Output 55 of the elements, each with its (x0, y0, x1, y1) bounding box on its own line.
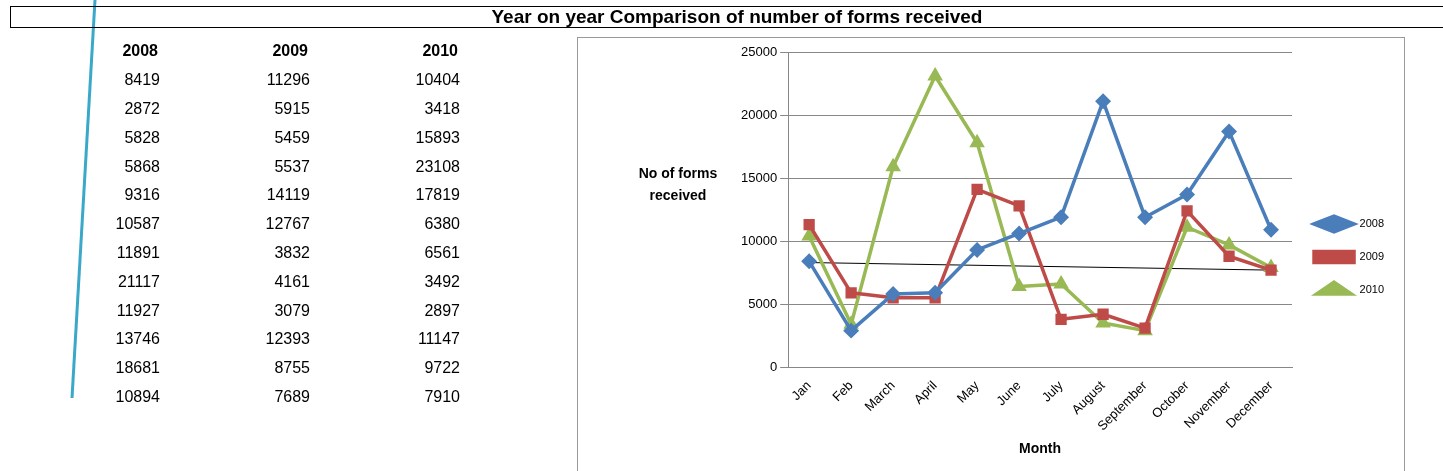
text: 10894 (114, 386, 160, 407)
text: 8755 (273, 358, 310, 379)
text: 18681 (114, 358, 160, 379)
text: 7910 (423, 386, 460, 407)
text: 15893 (414, 127, 460, 148)
text: 14119 (265, 185, 310, 206)
y-tick-label: 5000 (748, 295, 778, 311)
text: 6380 (423, 214, 460, 235)
text: 12767 (264, 214, 310, 235)
text: 11147 (416, 329, 460, 350)
y-axis-title: No of forms received (637, 164, 719, 205)
text: 8419 (123, 70, 160, 91)
text: 2897 (423, 300, 460, 321)
text: 11891 (115, 242, 160, 263)
text: 9722 (423, 358, 460, 379)
text: 17819 (414, 185, 460, 206)
legend-label: 2010 (1359, 283, 1385, 296)
text: 13746 (114, 329, 160, 350)
category-label: 2008 (121, 41, 159, 62)
text: 3832 (273, 242, 310, 263)
text: 11927 (115, 300, 160, 321)
y-tick-label: 0 (769, 358, 778, 374)
text: 3418 (423, 99, 460, 119)
text: 23108 (414, 156, 460, 177)
text: 5459 (273, 127, 310, 148)
x-tick-label: Jan (788, 377, 814, 404)
y-tick-label: 10000 (740, 232, 778, 248)
text: 5537 (273, 156, 310, 177)
category-label: 2010 (421, 41, 459, 62)
text: 5868 (123, 156, 160, 177)
text: 4161 (273, 271, 310, 292)
text: 6561 (423, 242, 460, 263)
text: 3079 (273, 300, 310, 321)
y-tick-label: 20000 (740, 106, 778, 122)
y-tick-label: 15000 (740, 169, 778, 185)
category-label: 2009 (271, 41, 309, 62)
x-tick-label: May (953, 377, 983, 406)
legend-label: 2009 (1359, 250, 1385, 263)
text: 11296 (265, 70, 310, 91)
text: 10404 (414, 70, 460, 91)
text: 10587 (114, 214, 160, 235)
text: 3492 (423, 271, 460, 292)
text: 9316 (123, 185, 160, 206)
x-axis-title: Month (1019, 440, 1062, 457)
text: 21117 (116, 271, 160, 292)
y-tick-label: 25000 (740, 43, 778, 59)
text: 2872 (123, 99, 160, 119)
legend-label: 2008 (1359, 217, 1385, 230)
x-tick-label: Feb (829, 377, 856, 405)
text: 7689 (273, 386, 310, 407)
text: Year on year Comparison of number of forms received (10, 6, 1443, 28)
text: 12393 (264, 329, 310, 350)
text: 5828 (123, 127, 160, 148)
text: 5915 (273, 99, 310, 119)
x-tick-label: July (1038, 377, 1067, 405)
